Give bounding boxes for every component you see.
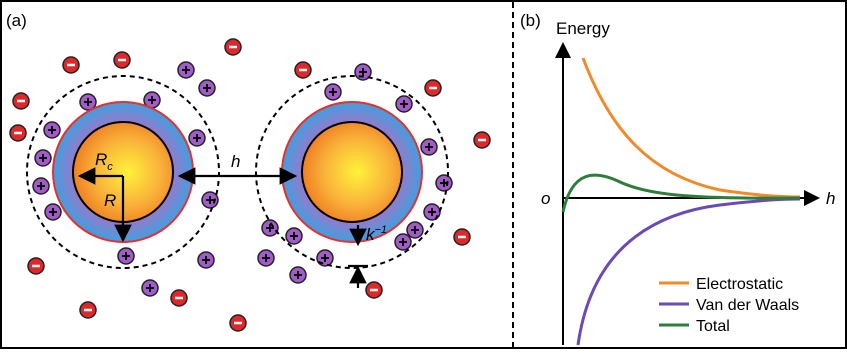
anion xyxy=(366,282,382,298)
separation-label: h xyxy=(231,152,240,171)
origin-label: o xyxy=(541,189,550,208)
cation xyxy=(45,204,61,220)
cation xyxy=(199,80,215,96)
debye-label: k−1 xyxy=(366,224,387,244)
cation xyxy=(33,178,49,194)
cation xyxy=(35,150,51,166)
radius-label: R xyxy=(104,191,116,210)
legend-label: Total xyxy=(696,318,730,335)
panel-label: (a) xyxy=(6,11,27,30)
total-curve xyxy=(563,175,800,212)
cation xyxy=(286,228,302,244)
anion xyxy=(295,62,311,78)
cation xyxy=(317,250,333,266)
cation xyxy=(118,248,134,264)
panel-a: (a) Rc R h k−1 xyxy=(6,11,490,331)
cation xyxy=(142,280,158,296)
anion xyxy=(454,229,470,245)
cation xyxy=(44,122,60,138)
cation xyxy=(198,252,214,268)
anion xyxy=(114,52,130,68)
legend-label: Electrostatic xyxy=(696,276,783,293)
cation xyxy=(262,220,278,236)
cation xyxy=(436,175,452,191)
cation xyxy=(325,84,341,100)
x-axis-label: h xyxy=(826,189,835,208)
anion xyxy=(28,258,44,274)
panel-label: (b) xyxy=(520,11,541,30)
anion xyxy=(230,315,246,331)
anion xyxy=(225,39,241,55)
particle xyxy=(256,76,448,268)
legend: Electrostatic Van der Waals Total xyxy=(659,276,799,335)
panel-b: (b) Energy o h Electrostatic Van der Waal… xyxy=(520,11,835,345)
cation xyxy=(178,62,194,78)
anion xyxy=(474,132,490,148)
anion xyxy=(13,93,29,109)
legend-label: Van der Waals xyxy=(696,297,799,314)
anion xyxy=(10,125,26,141)
figure: (a) Rc R h k−1 (b) Energy o h xyxy=(0,0,847,349)
electrostatic-curve xyxy=(583,58,800,197)
vdw-curve xyxy=(578,199,800,345)
anion xyxy=(171,290,187,306)
y-axis-label: Energy xyxy=(556,19,610,38)
anion xyxy=(63,57,79,73)
cation xyxy=(396,96,412,112)
cation xyxy=(290,267,306,283)
cation xyxy=(258,250,274,266)
anion xyxy=(425,80,441,96)
cation xyxy=(189,130,205,146)
anion xyxy=(80,302,96,318)
cation xyxy=(421,139,437,155)
cation xyxy=(407,222,423,238)
cation xyxy=(395,234,411,250)
